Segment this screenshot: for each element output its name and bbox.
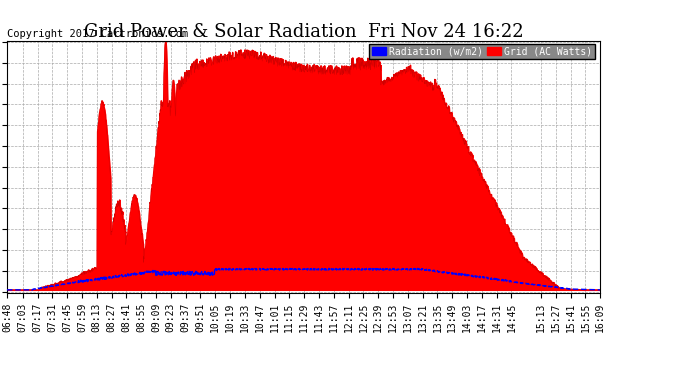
Legend: Radiation (w/m2), Grid (AC Watts): Radiation (w/m2), Grid (AC Watts) bbox=[368, 44, 595, 59]
Title: Grid Power & Solar Radiation  Fri Nov 24 16:22: Grid Power & Solar Radiation Fri Nov 24 … bbox=[83, 23, 524, 41]
Text: Copyright 2017 Cartronics.com: Copyright 2017 Cartronics.com bbox=[8, 29, 189, 39]
